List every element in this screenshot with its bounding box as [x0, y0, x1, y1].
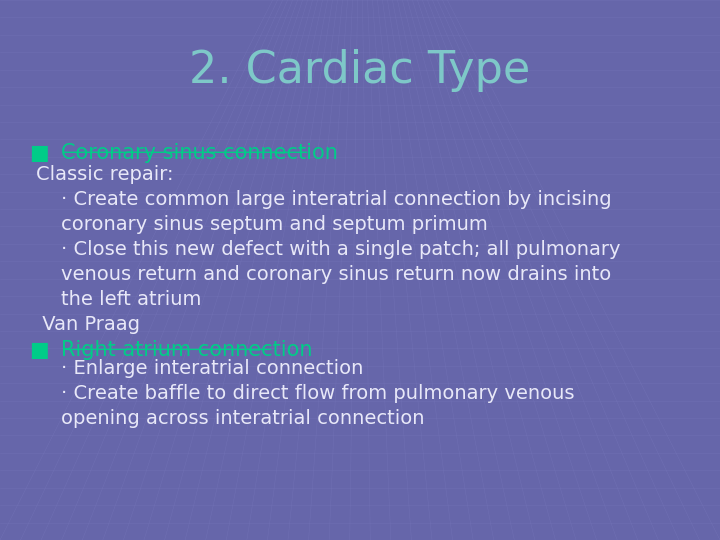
Text: ■: ■: [29, 143, 48, 163]
Text: 2. Cardiac Type: 2. Cardiac Type: [189, 49, 531, 92]
Text: Coronary sinus connection: Coronary sinus connection: [61, 143, 338, 163]
Text: · Enlarge interatrial connection
    · Create baffle to direct flow from pulmona: · Enlarge interatrial connection · Creat…: [36, 359, 575, 428]
Text: Classic repair:
    · Create common large interatrial connection by incising
   : Classic repair: · Create common large in…: [36, 165, 621, 334]
Text: ■: ■: [29, 340, 48, 360]
Text: Right atrium connection: Right atrium connection: [61, 340, 312, 360]
